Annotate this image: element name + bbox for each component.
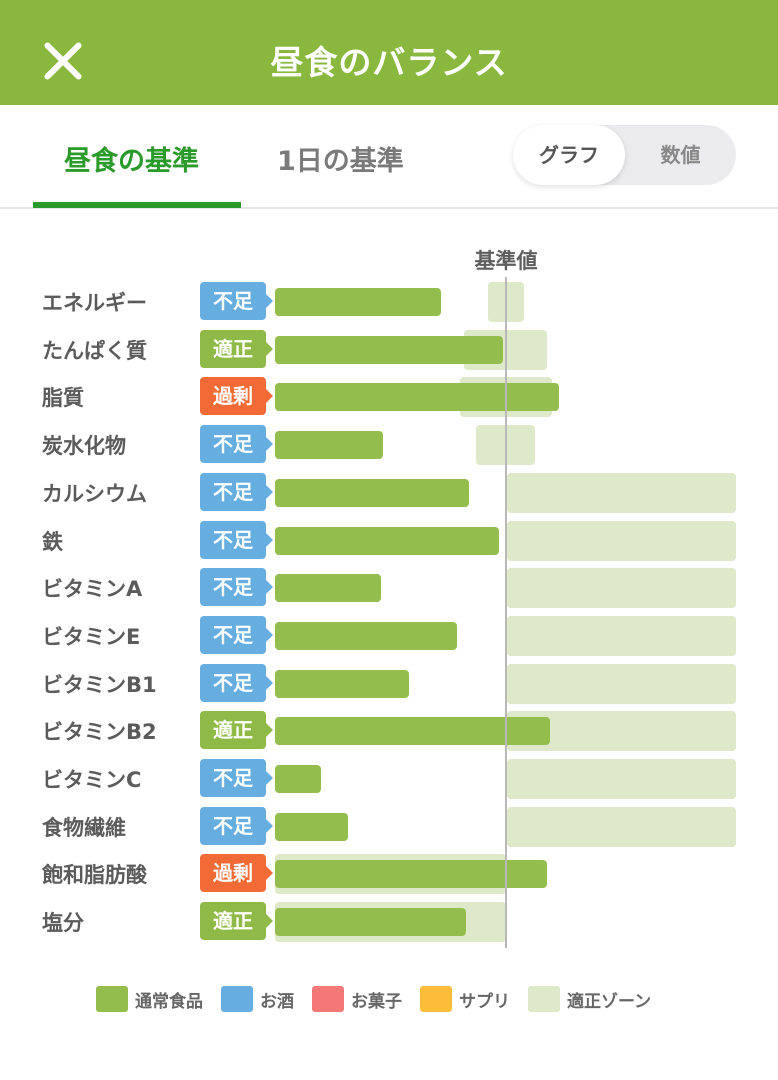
intake-bar	[275, 431, 383, 460]
chart-row: ビタミンC 不足	[0, 759, 778, 799]
appropriate-zone	[507, 568, 736, 609]
legend-item: お菓子	[312, 986, 402, 1012]
status-badge: 適正	[200, 711, 273, 750]
intake-bar	[275, 669, 409, 698]
intake-bar	[275, 621, 457, 650]
nutrient-label: 食物繊維	[42, 815, 126, 840]
legend-label: 通常食品	[135, 991, 203, 1012]
legend-item: 適正ゾーン	[528, 986, 651, 1012]
legend-label: 適正ゾーン	[567, 991, 652, 1012]
intake-bar	[275, 383, 559, 412]
status-badge: 適正	[200, 329, 273, 368]
status-badge: 不足	[200, 759, 273, 797]
intake-bar	[275, 288, 441, 316]
status-badge: 不足	[200, 663, 273, 702]
chart-row: ビタミンA 不足	[0, 568, 778, 609]
active-tab-indicator	[33, 202, 241, 208]
legend-swatch	[221, 986, 253, 1012]
chart-legend: 通常食品 お酒 お菓子 サプリ 適正ゾーン	[96, 986, 669, 1012]
intake-bar	[275, 335, 503, 364]
tab-bar: 昼食の基準 1日の基準 グラフ 数値	[0, 105, 778, 209]
appropriate-zone	[507, 520, 736, 561]
tab-daily-standard[interactable]: 1日の基準	[277, 146, 404, 177]
nutrient-label: カルシウム	[42, 481, 147, 506]
nutrient-label: 鉄	[42, 529, 63, 554]
status-badge: 適正	[200, 902, 273, 941]
appropriate-zone	[507, 663, 736, 704]
nutrient-label: 脂質	[42, 386, 84, 411]
page-title: 昼食のバランス	[270, 43, 508, 82]
nutrient-label: 飽和脂肪酸	[42, 863, 147, 888]
legend-swatch	[96, 986, 128, 1012]
chart-row: 炭水化物 不足	[0, 425, 778, 466]
chart-row: 塩分 適正	[0, 902, 778, 943]
appropriate-zone	[507, 615, 736, 656]
legend-swatch	[528, 986, 560, 1012]
status-badge: 不足	[200, 568, 273, 607]
app-header: 昼食のバランス	[0, 0, 778, 105]
appropriate-zone	[507, 806, 736, 847]
status-badge: 過剰	[200, 854, 273, 893]
view-toggle[interactable]: グラフ 数値	[513, 125, 736, 185]
intake-bar	[275, 526, 499, 555]
tab-lunch-standard[interactable]: 昼食の基準	[64, 146, 199, 177]
chart-row: カルシウム 不足	[0, 472, 778, 513]
toggle-graph-button[interactable]: グラフ	[513, 125, 625, 185]
legend-label: サプリ	[459, 991, 510, 1012]
chart-row: 食物繊維 不足	[0, 806, 778, 847]
nutrition-balance-chart: 基準値 エネルギー 不足 たんぱく質 適正 脂質 過剰 炭水化物 不足 カルシウム 不足鉄不足 ビタ…	[0, 209, 778, 969]
appropriate-zone	[507, 759, 736, 799]
reference-line	[505, 277, 507, 948]
nutrient-label: ビタミンA	[42, 577, 143, 602]
legend-label: お菓子	[351, 991, 402, 1012]
status-badge: 不足	[200, 282, 273, 320]
chart-row: ビタミンB2 適正	[0, 711, 778, 752]
status-badge: 不足	[200, 520, 273, 559]
chart-row: 脂質 過剰	[0, 377, 778, 418]
status-badge: 不足	[200, 615, 273, 654]
nutrient-label: 塩分	[42, 911, 84, 936]
intake-bar	[275, 717, 550, 746]
intake-bar	[275, 478, 469, 507]
legend-swatch	[420, 986, 452, 1012]
status-badge: 不足	[200, 806, 273, 845]
toggle-number-button[interactable]: 数値	[660, 143, 701, 167]
legend-swatch	[312, 986, 344, 1012]
legend-item: サプリ	[420, 986, 510, 1012]
intake-bar	[275, 765, 321, 793]
nutrient-label: 炭水化物	[42, 434, 126, 459]
status-badge: 不足	[200, 472, 273, 511]
nutrient-label: エネルギー	[42, 291, 147, 315]
intake-bar	[275, 860, 547, 889]
intake-bar	[275, 574, 381, 603]
nutrient-label: ビタミンE	[42, 624, 141, 649]
status-badge: 不足	[200, 425, 273, 464]
chart-row: ビタミンB1 不足	[0, 663, 778, 704]
nutrient-label: ビタミンB1	[42, 672, 157, 697]
legend-item: 通常食品	[96, 986, 203, 1012]
status-badge: 過剰	[200, 377, 273, 416]
intake-bar	[275, 908, 466, 937]
chart-row: 飽和脂肪酸 過剰	[0, 854, 778, 895]
chart-row: たんぱく質 適正	[0, 329, 778, 370]
legend-item: お酒	[221, 986, 294, 1012]
chart-row: エネルギー 不足	[0, 282, 778, 322]
nutrient-label: ビタミンB2	[42, 720, 157, 745]
nutrient-label: ビタミンC	[42, 768, 142, 792]
legend-label: お酒	[260, 991, 294, 1012]
appropriate-zone	[507, 472, 736, 513]
intake-bar	[275, 812, 348, 841]
chart-row: 鉄 不足	[0, 520, 778, 561]
reference-label: 基準値	[474, 249, 538, 273]
chart-row: ビタミンE 不足	[0, 615, 778, 656]
nutrient-label: たんぱく質	[42, 338, 147, 363]
